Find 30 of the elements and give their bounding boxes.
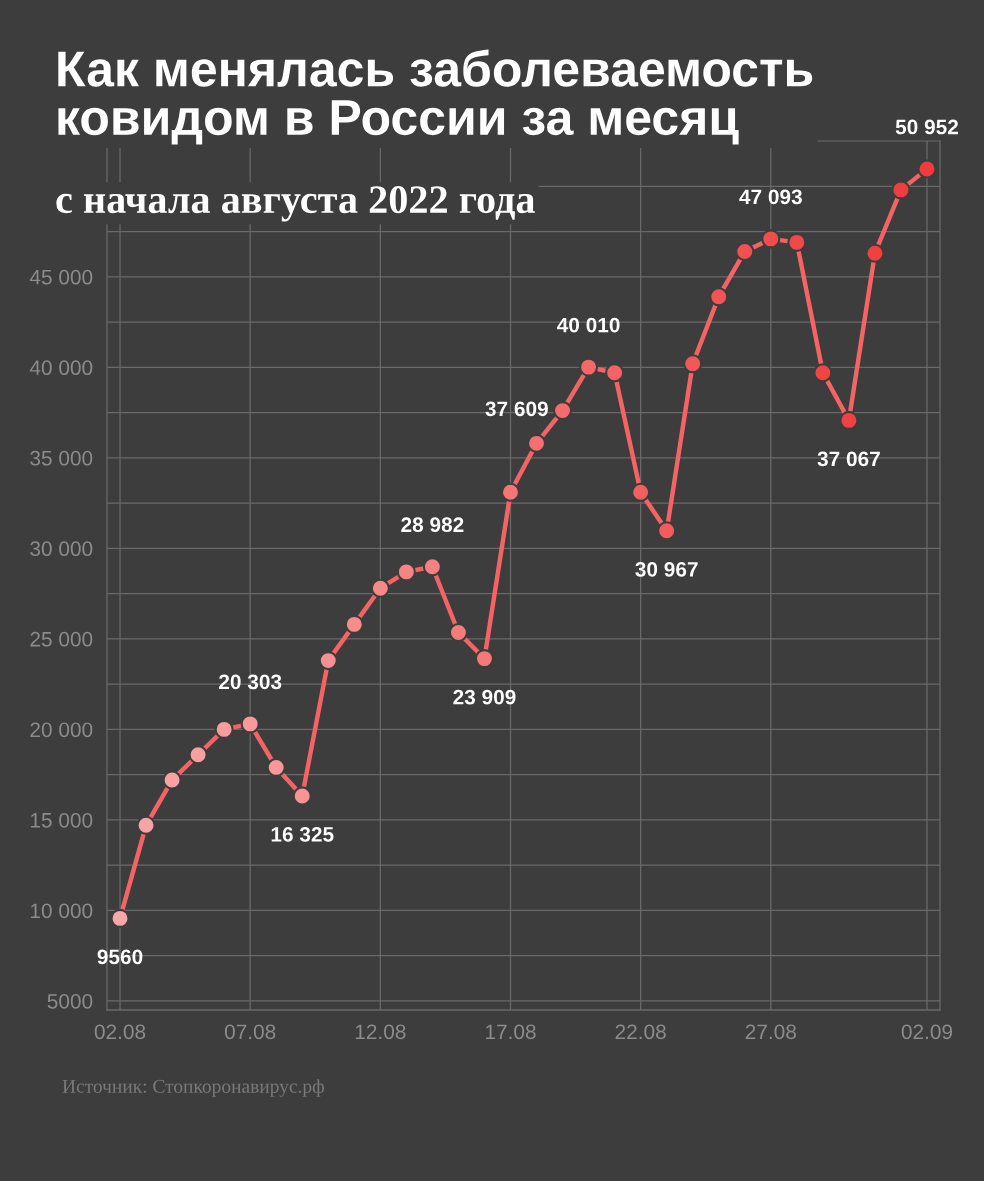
data-label: 37 609: [485, 401, 548, 417]
data-label: 16 325: [271, 827, 334, 842]
data-label: 20 303: [219, 674, 282, 690]
y-tick-label: 30 000: [30, 541, 93, 557]
data-label: 30 967: [635, 561, 698, 577]
y-tick-label: 5000: [47, 993, 93, 1009]
y-tick-label: 25 000: [30, 631, 93, 647]
y-tick-label: 10 000: [30, 903, 93, 919]
x-tick-label: 02.08: [94, 1024, 146, 1040]
text: с начала августа 2022 года: [56, 186, 535, 222]
data-label: 47 093: [739, 189, 802, 205]
data-label: 50 952: [895, 119, 959, 135]
x-tick-label: 07.08: [224, 1024, 276, 1040]
y-tick-label: 35 000: [30, 450, 93, 466]
y-tick-label: 40 000: [29, 360, 93, 376]
y-tick-label: 15 000: [30, 812, 93, 828]
data-label: 23 909: [453, 689, 516, 705]
x-tick-label: 02.09: [901, 1024, 953, 1040]
y-tick-label: 45 000: [29, 269, 93, 285]
chart-title: Как менялась заболеваемость ковидом в России за месяц: [58, 49, 813, 145]
data-label: 9560: [97, 949, 143, 965]
x-tick-label: 12.08: [355, 1024, 406, 1040]
y-tick-label: 20 000: [30, 722, 93, 738]
data-label: 40 010: [557, 317, 620, 333]
data-label: 37 067: [817, 451, 880, 467]
x-tick-label: 27.08: [745, 1024, 796, 1040]
text: Источник: Стопкоронавирус.рф: [62, 1079, 324, 1097]
x-tick-label: 17.08: [486, 1024, 536, 1040]
x-tick-label: 22.08: [615, 1024, 666, 1040]
data-label: 28 982: [401, 517, 464, 533]
